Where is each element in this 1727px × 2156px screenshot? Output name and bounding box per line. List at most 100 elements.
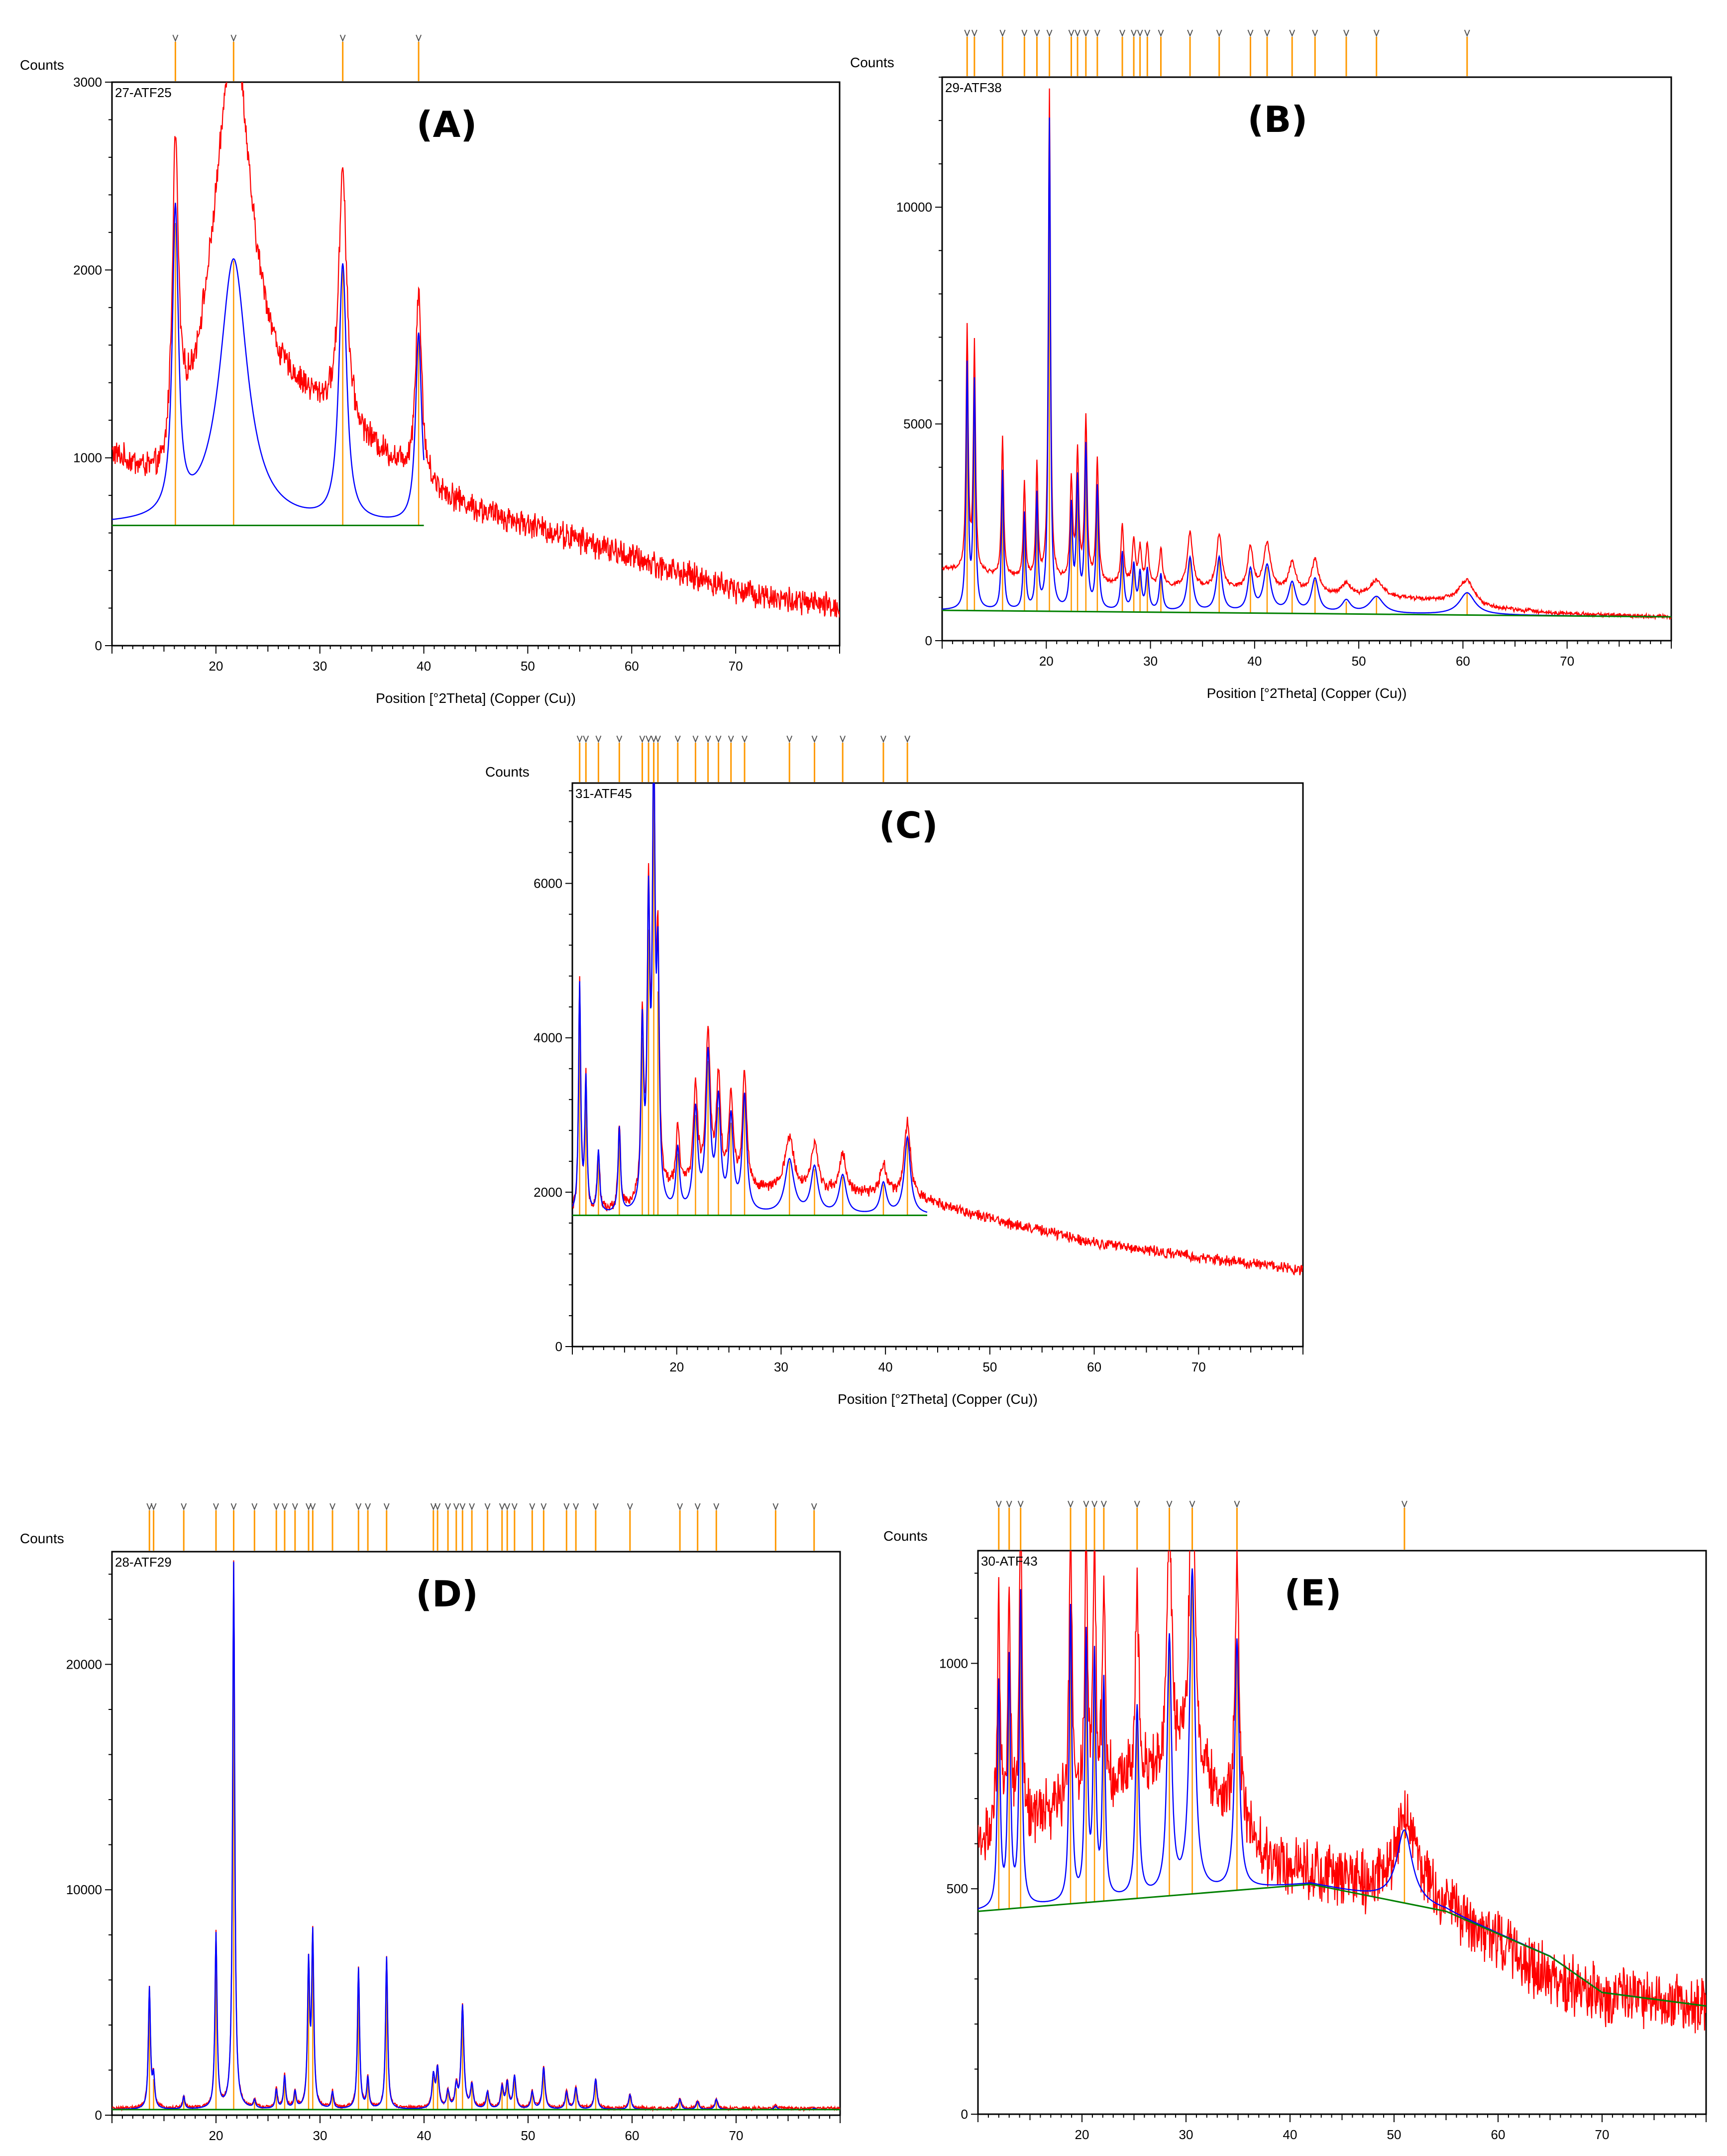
peak-arrow-icon	[339, 34, 346, 42]
peak-arrow-icon	[383, 1503, 390, 1511]
x-tick-label: 70	[1560, 654, 1574, 669]
x-tick-label: 20	[1075, 2127, 1089, 2142]
y-tick-label: 1000	[939, 1656, 968, 1671]
peak-arrow-icon	[1131, 29, 1137, 37]
peak-arrow-icon	[583, 735, 589, 743]
peak-arrow-icon	[999, 29, 1006, 37]
x-tick-label: 70	[1191, 1360, 1206, 1374]
observed-pattern-line	[942, 88, 1671, 620]
peak-arrow-icon	[840, 735, 846, 743]
peak-arrow-icon	[529, 1503, 536, 1511]
peak-arrow-icon	[1100, 1500, 1107, 1508]
peak-arrow-icon	[1075, 29, 1080, 37]
peak-arrow-icon	[811, 735, 818, 743]
panel-label: (B)	[1248, 99, 1308, 140]
plot-frame	[111, 1551, 841, 2116]
peak-arrow-icon	[576, 735, 583, 743]
peak-arrow-icon	[1343, 29, 1349, 37]
x-tick-label: 70	[729, 2128, 744, 2143]
background-line	[942, 609, 1671, 618]
peak-arrow-icon	[772, 1503, 779, 1511]
peak-arrow-icon	[1189, 1500, 1195, 1508]
peak-arrow-icon	[540, 1503, 547, 1511]
peak-arrow-icon	[1373, 29, 1380, 37]
peak-arrow-icon	[1187, 29, 1193, 37]
plot-frame	[977, 1550, 1707, 2115]
panel-e: 20 30 40 50 60 70 0 500 1000 Counts 30-ATF43 (E)	[883, 1500, 1707, 2142]
peak-arrow-icon	[650, 735, 657, 743]
y-tick-label: 3000	[73, 75, 102, 90]
x-tick-label: 20	[669, 1360, 684, 1374]
y-tick-label: 2000	[534, 1185, 562, 1200]
peak-arrow-icon	[1034, 29, 1040, 37]
peak-arrow-icon	[995, 1500, 1002, 1508]
peak-arrow-icon	[292, 1503, 298, 1511]
plot-area	[572, 783, 1303, 1276]
plot-area	[942, 88, 1671, 620]
y-tick-label: 2000	[73, 262, 102, 277]
peak-arrow-icon	[639, 735, 646, 743]
x-tick-label: 40	[1283, 2127, 1297, 2142]
peak-arrow-icon	[1234, 1500, 1240, 1508]
x-axis-label: Position [°2Theta] (Copper (Cu))	[1207, 685, 1407, 701]
peak-arrow-icon	[251, 1503, 258, 1511]
y-tick-label: 0	[555, 1339, 562, 1354]
peak-arrow-icon	[1264, 29, 1270, 37]
plot-area	[978, 1551, 1706, 2034]
x-tick-label: 40	[417, 659, 431, 674]
peak-arrow-icon	[355, 1503, 362, 1511]
peak-arrow-icon	[563, 1503, 570, 1511]
peak-arrow-icon	[904, 735, 911, 743]
peak-arrow-icon	[1091, 1500, 1098, 1508]
y-tick-label: 0	[961, 2107, 968, 2122]
observed-pattern-line	[572, 783, 1303, 1276]
x-tick-label: 20	[209, 2128, 223, 2143]
x-tick-label: 60	[1087, 1360, 1101, 1374]
y-tick-label: 10000	[66, 1882, 102, 1897]
y-axis-label: Counts	[850, 55, 894, 70]
peak-arrow-icon	[786, 735, 793, 743]
peak-arrow-icon	[230, 34, 237, 42]
background-line	[978, 1883, 1706, 2007]
y-tick-label: 0	[925, 633, 932, 648]
y-axis-label: Counts	[485, 764, 530, 780]
panel-c: 20 30 40 50 60 70 0 2000 4000 6000 Counts 31-ATF45 (…	[485, 735, 1304, 1407]
peak-arrow-icon	[459, 1503, 466, 1511]
y-axis-label: Counts	[20, 1531, 64, 1546]
peak-arrow-icon	[146, 1503, 153, 1511]
x-tick-label: 40	[417, 2128, 432, 2143]
peak-arrow-icon	[282, 1503, 288, 1511]
peak-arrow-icon	[715, 735, 722, 743]
peak-arrow-icon	[445, 1503, 451, 1511]
peak-arrow-icon	[306, 1503, 312, 1511]
peak-arrow-icon	[1247, 29, 1254, 37]
peak-arrow-icon	[742, 735, 748, 743]
peak-arrow-icon	[1119, 29, 1125, 37]
x-tick-label: 40	[1247, 654, 1262, 669]
peak-arrow-icon	[453, 1503, 459, 1511]
peak-arrow-icon	[880, 735, 886, 743]
observed-pattern-line	[978, 1551, 1706, 2034]
peak-arrow-icon	[1401, 1500, 1407, 1508]
y-tick-label: 20000	[66, 1657, 102, 1672]
y-axis-label: Counts	[20, 57, 64, 73]
x-tick-label: 30	[1143, 654, 1158, 669]
x-tick-label: 60	[625, 2128, 640, 2143]
peak-arrow-icon	[310, 1503, 316, 1511]
x-tick-label: 30	[774, 1360, 788, 1374]
x-tick-label: 70	[729, 659, 743, 674]
peak-arrow-icon	[1464, 29, 1470, 37]
x-tick-label: 20	[1039, 654, 1054, 669]
x-tick-label: 50	[982, 1360, 997, 1374]
y-tick-label: 500	[947, 1881, 968, 1896]
x-tick-label: 60	[625, 659, 639, 674]
peak-arrow-icon	[1289, 29, 1295, 37]
peak-arrow-icon	[595, 735, 602, 743]
y-tick-label: 10000	[896, 200, 932, 215]
sample-name: 28-ATF29	[115, 1555, 172, 1570]
peak-arrow-icon	[1137, 29, 1143, 37]
x-tick-label: 50	[521, 659, 535, 674]
peak-arrow-icon	[230, 1503, 237, 1511]
peak-arrow-icon	[1068, 1500, 1074, 1508]
peak-arrow-icon	[1083, 1500, 1089, 1508]
